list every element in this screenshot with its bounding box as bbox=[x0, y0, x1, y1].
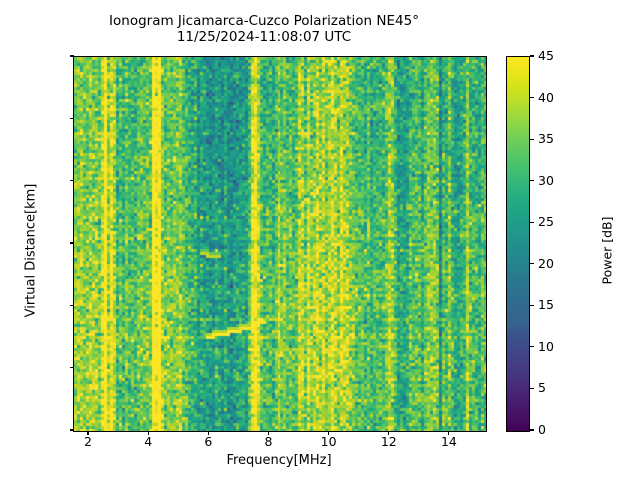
x-tick-label: 2 bbox=[84, 434, 92, 449]
y-tick-mark bbox=[69, 180, 74, 182]
colorbar-tick-mark bbox=[529, 221, 534, 223]
x-tick-mark bbox=[87, 430, 89, 435]
colorbar bbox=[506, 56, 530, 432]
colorbar-tick-mark bbox=[529, 138, 534, 140]
x-tick-mark bbox=[328, 430, 330, 435]
y-tick-mark bbox=[69, 117, 74, 119]
x-tick-mark bbox=[147, 430, 149, 435]
colorbar-tick-mark bbox=[529, 55, 534, 57]
y-tick-mark bbox=[69, 242, 74, 244]
y-axis-label: Virtual Distance[km] bbox=[23, 183, 39, 318]
colorbar-tick-label: 25 bbox=[538, 214, 554, 230]
colorbar-tick-label: 20 bbox=[538, 255, 554, 271]
x-tick-label: 12 bbox=[380, 434, 397, 449]
colorbar-tick-label: 10 bbox=[538, 338, 554, 354]
y-tick-mark bbox=[69, 367, 74, 369]
colorbar-label: Power [dB] bbox=[599, 216, 615, 285]
colorbar-tick-label: 30 bbox=[538, 172, 554, 188]
x-tick-label: 4 bbox=[144, 434, 153, 449]
colorbar-tick-mark bbox=[529, 180, 534, 182]
y-tick-mark bbox=[69, 304, 74, 306]
chart-title: Ionogram Jicamarca-Cuzco Polarization NE… bbox=[109, 13, 419, 45]
x-tick-mark bbox=[207, 430, 209, 435]
x-tick-label: 10 bbox=[320, 434, 337, 449]
x-axis-label: Frequency[MHz] bbox=[226, 453, 332, 468]
colorbar-tick-label: 35 bbox=[538, 131, 554, 147]
colorbar-tick-mark bbox=[529, 387, 534, 389]
colorbar-tick-label: 40 bbox=[538, 89, 554, 105]
colorbar-tick-label: 5 bbox=[538, 380, 546, 396]
y-tick-mark bbox=[69, 429, 74, 431]
colorbar-tick-mark bbox=[529, 346, 534, 348]
x-tick-label: 8 bbox=[264, 434, 273, 449]
x-tick-mark bbox=[267, 430, 270, 435]
colorbar-tick-label: 0 bbox=[538, 422, 546, 437]
y-tick-mark bbox=[69, 55, 74, 57]
ionogram-heatmap bbox=[74, 57, 486, 431]
colorbar-tick-label: 45 bbox=[538, 48, 554, 63]
x-tick-mark bbox=[388, 430, 390, 435]
x-tick-label: 6 bbox=[204, 434, 213, 449]
colorbar-tick-mark bbox=[529, 429, 534, 431]
heatmap-axes bbox=[73, 56, 487, 432]
colorbar-tick-label: 15 bbox=[538, 297, 554, 313]
x-tick-label: 14 bbox=[440, 434, 457, 449]
colorbar-tick-mark bbox=[529, 263, 534, 265]
colorbar-tick-mark bbox=[529, 97, 534, 99]
colorbar-tick-mark bbox=[529, 304, 534, 306]
x-tick-mark bbox=[448, 430, 450, 435]
